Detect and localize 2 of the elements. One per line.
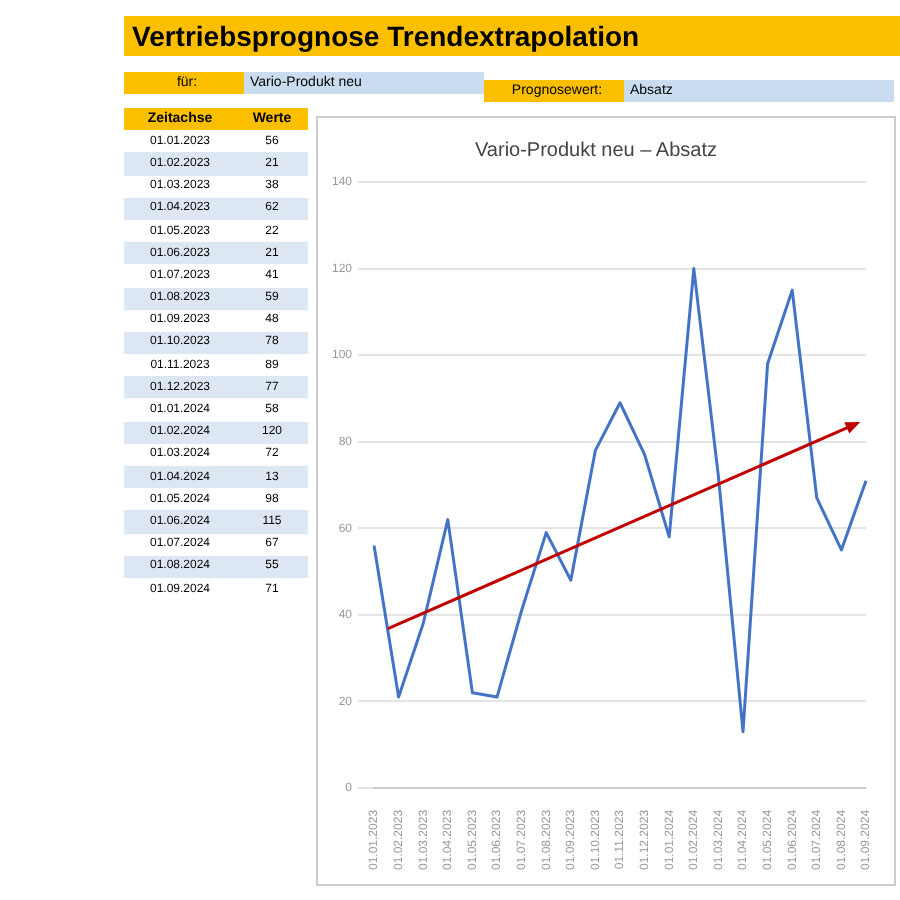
chart-subtitle: Vario-Produkt neu – Absatz (475, 139, 717, 162)
chart-title: Vertriebsprognose Trendextrapolation (124, 16, 900, 56)
